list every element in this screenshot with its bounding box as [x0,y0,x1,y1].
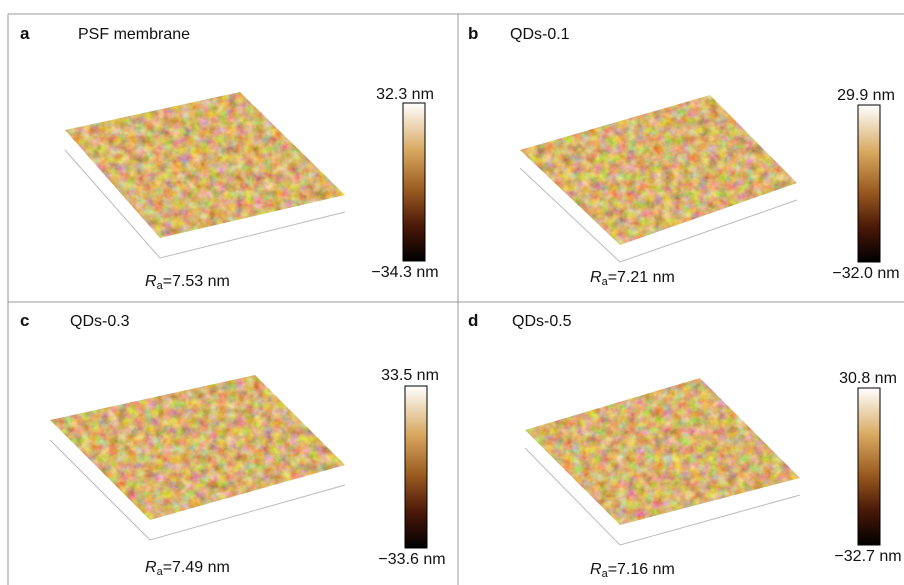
scale-min: −33.6 nm [378,552,445,568]
scale-max: 29.9 nm [837,88,895,104]
roughness: Ra=7.21 nm [590,270,675,288]
scale-max: 33.5 nm [381,368,439,384]
panel-title: PSF membrane [78,27,190,43]
ra-value: =7.49 nm [163,559,230,576]
ra-value: =7.21 nm [608,269,675,286]
roughness: Ra=7.16 nm [590,562,675,580]
scale-min: −34.3 nm [371,265,438,281]
figure-graphics [0,0,904,585]
panel-letter: a [20,25,29,42]
ra-symbol: R [145,273,157,290]
ra-symbol: R [590,561,602,578]
panel-letter: b [468,25,478,42]
scale-max: 32.3 nm [376,87,434,103]
roughness: Ra=7.49 nm [145,560,230,578]
scale-min: −32.0 nm [832,266,899,282]
scale-max: 30.8 nm [839,371,897,387]
ra-symbol: R [145,559,157,576]
ra-value: =7.53 nm [163,273,230,290]
scale-min: −32.7 nm [834,549,901,565]
panel-title: QDs-0.3 [70,314,130,330]
panel-title: QDs-0.1 [510,27,570,43]
panel-letter: d [468,312,478,329]
ra-value: =7.16 nm [608,561,675,578]
panel-title: QDs-0.5 [512,314,572,330]
roughness: Ra=7.53 nm [145,274,230,292]
panel-letter: c [20,312,29,329]
ra-symbol: R [590,269,602,286]
figure: a PSF membrane 32.3 nm −34.3 nm Ra=7.53 … [0,0,904,585]
